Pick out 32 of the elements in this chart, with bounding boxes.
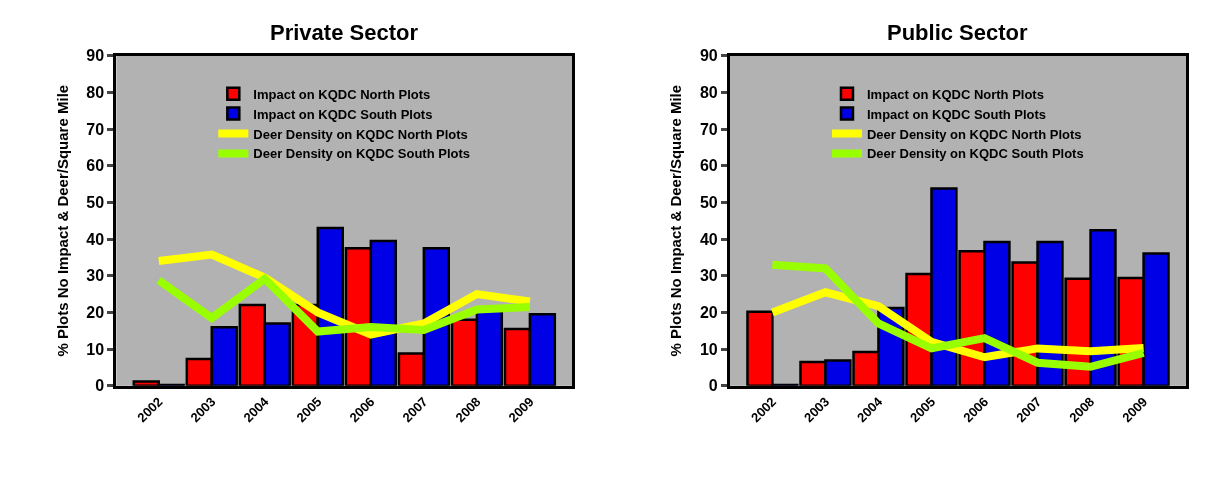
- y-tick-label: 60: [699, 157, 718, 175]
- y-tick-label: 80: [699, 83, 718, 101]
- legend-label: Deer Density on KQDC North Plots: [866, 126, 1082, 142]
- y-tick-label: 50: [699, 193, 718, 211]
- y-tick-label: 0: [95, 377, 105, 395]
- y-tick-label: 50: [86, 193, 105, 211]
- y-tick-label: 10: [699, 340, 718, 358]
- y-tick-label: 30: [86, 267, 105, 285]
- chart-title: Public Sector: [887, 20, 1029, 45]
- y-tick-label: 40: [86, 230, 105, 248]
- y-tick-label: 0: [708, 377, 718, 395]
- y-axis-title: % Plots No Impact & Deer/Square Mile: [53, 84, 71, 357]
- y-tick-label: 40: [699, 230, 718, 248]
- y-tick-label: 30: [699, 267, 718, 285]
- legend-label: Deer Density on KQDC South Plots: [866, 146, 1084, 162]
- y-tick-label: 70: [699, 120, 718, 138]
- legend-label: Impact on KQDC North Plots: [253, 86, 431, 102]
- y-tick-label: 70: [86, 120, 105, 138]
- legend-label: Deer Density on KQDC North Plots: [253, 126, 468, 142]
- legend-label: Deer Density on KQDC South Plots: [253, 146, 471, 162]
- y-tick-label: 90: [86, 47, 105, 65]
- y-tick-label: 20: [86, 304, 105, 322]
- y-tick-label: 20: [699, 304, 718, 322]
- y-tick-label: 10: [86, 340, 105, 358]
- y-tick-label: 60: [86, 157, 105, 175]
- legend-label: Impact on KQDC South Plots: [253, 106, 433, 122]
- y-axis-title: % Plots No Impact & Deer/Square Mile: [667, 84, 685, 357]
- legend-label: Impact on KQDC North Plots: [866, 86, 1044, 102]
- chart-title: Private Sector: [270, 20, 419, 45]
- y-tick-label: 90: [699, 47, 718, 65]
- y-tick-label: 80: [86, 83, 105, 101]
- legend-label: Impact on KQDC South Plots: [866, 106, 1047, 122]
